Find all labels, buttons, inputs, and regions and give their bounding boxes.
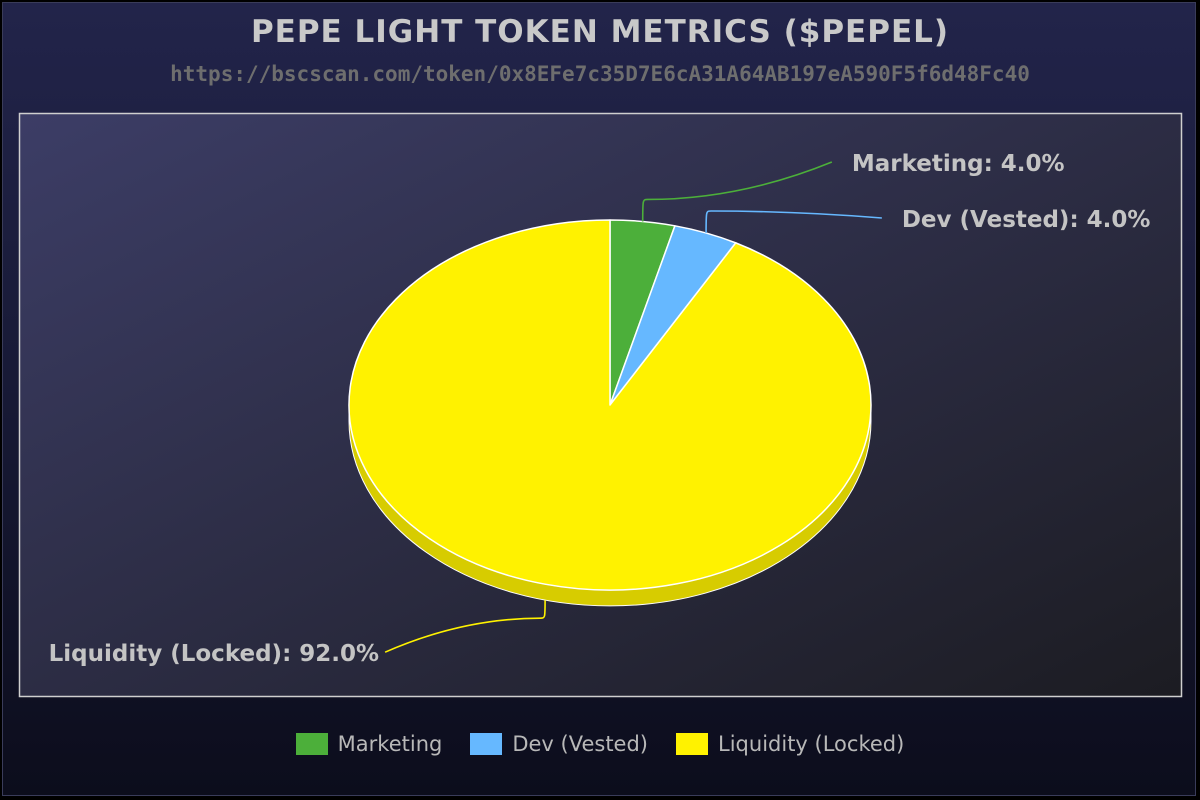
legend-label-dev-vested: Dev (Vested)	[512, 732, 649, 756]
legend-item-liquidity-locked[interactable]: Liquidity (Locked)	[676, 732, 904, 756]
pie-slice-liquidity-locked[interactable]	[348, 219, 872, 591]
leader-line-marketing	[641, 161, 833, 222]
legend-item-marketing[interactable]: Marketing	[295, 732, 443, 756]
legend-label-liquidity-locked: Liquidity (Locked)	[718, 732, 905, 756]
legend-label-marketing: Marketing	[337, 732, 443, 756]
leader-line-liquidity-locked	[384, 600, 546, 653]
legend-swatch-liquidity-locked	[676, 733, 709, 755]
data-label-marketing: Marketing: 4.0%	[852, 151, 1065, 177]
chart-title: PEPE LIGHT TOKEN METRICS ($PEPEL)	[250, 14, 950, 50]
data-label-liquidity-locked: Liquidity (Locked): 92.0%	[49, 641, 379, 667]
legend: Marketing Dev (Vested) Liquidity (Locked…	[0, 732, 1200, 756]
leader-line-dev-vested	[705, 210, 882, 233]
legend-item-dev-vested[interactable]: Dev (Vested)	[470, 732, 648, 756]
data-label-dev-vested: Dev (Vested): 4.0%	[902, 207, 1151, 233]
legend-swatch-marketing	[295, 733, 328, 755]
chart-subtitle: https://bscscan.com/token/0x8EFe7c35D7E6…	[170, 62, 1030, 86]
legend-swatch-dev-vested	[470, 733, 503, 755]
